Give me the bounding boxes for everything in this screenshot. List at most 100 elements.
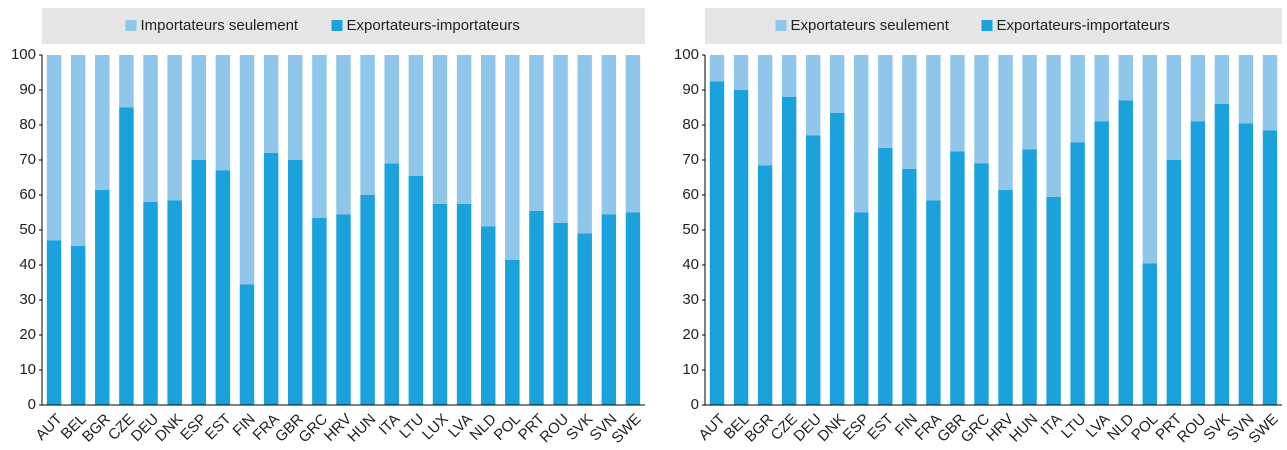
bar-segment xyxy=(902,168,917,405)
bar-segment xyxy=(1214,104,1230,405)
bar-segment xyxy=(805,135,821,405)
y-tick-label: 60 xyxy=(19,186,36,203)
bar-segment xyxy=(191,160,207,405)
legend-swatch xyxy=(331,20,343,31)
bar-segment xyxy=(830,112,845,405)
bar-segment xyxy=(529,210,544,405)
bar-segment xyxy=(733,55,749,90)
x-tick-label: HUN xyxy=(1006,411,1041,445)
bar-segment xyxy=(601,214,617,405)
bar-segment xyxy=(553,55,568,223)
bar-segment xyxy=(950,55,965,152)
bar-segment xyxy=(360,55,375,195)
y-tick-label: 0 xyxy=(691,396,699,413)
bar-segment xyxy=(239,284,255,405)
bar-segment xyxy=(143,55,158,202)
bar-segment xyxy=(926,200,941,405)
bar-segment xyxy=(830,55,845,113)
bar-segment xyxy=(709,81,725,405)
bar-segment xyxy=(119,55,134,108)
bar-segment xyxy=(360,195,375,405)
bar-segment xyxy=(781,55,797,97)
bar-segment xyxy=(336,214,351,405)
bar-segment xyxy=(480,55,496,227)
bar-segment xyxy=(288,160,303,405)
bar-segment xyxy=(263,153,279,405)
bar-segment xyxy=(384,55,399,164)
bar-segment xyxy=(215,170,231,405)
bar-segment xyxy=(480,226,496,405)
bar-segment xyxy=(70,55,86,246)
bar-segment xyxy=(1046,55,1061,197)
bar-segment xyxy=(432,203,448,405)
bar-segment xyxy=(408,55,424,176)
bar-segment xyxy=(1214,55,1230,104)
bar-segment xyxy=(902,55,917,169)
bar-segment xyxy=(456,55,472,204)
bar-segment xyxy=(1166,160,1182,405)
bar-segment xyxy=(215,55,231,171)
bar-segment xyxy=(408,175,424,405)
y-tick-label: 100 xyxy=(674,46,699,63)
legend-swatch xyxy=(775,20,787,31)
y-tick-label: 50 xyxy=(19,221,36,238)
legend-label: Exportateurs-importateurs xyxy=(347,17,520,34)
bar-segment xyxy=(1118,55,1133,101)
x-tick-label: HUN xyxy=(344,411,379,445)
bar-segment xyxy=(456,203,472,405)
bar-segment xyxy=(1070,55,1085,143)
bar-segment xyxy=(733,90,749,405)
bar-segment xyxy=(1094,55,1109,122)
bar-segment xyxy=(1022,55,1037,150)
bar-segment xyxy=(1238,55,1254,124)
bar-segment xyxy=(1262,55,1278,131)
bar-segment xyxy=(167,200,182,405)
legend-label: Exportateurs seulement xyxy=(791,17,950,34)
y-tick-label: 80 xyxy=(19,116,36,133)
bar-segment xyxy=(288,55,303,160)
bar-segment xyxy=(854,55,869,213)
legend-box xyxy=(42,8,645,44)
y-tick-label: 30 xyxy=(19,291,36,308)
bar-segment xyxy=(336,55,351,215)
bar-segment xyxy=(384,163,399,405)
bar-segment xyxy=(757,55,773,166)
bar-segment xyxy=(505,55,520,260)
y-tick-label: 60 xyxy=(682,186,699,203)
bar-segment xyxy=(709,55,725,82)
bar-segment xyxy=(625,55,641,213)
y-tick-label: 50 xyxy=(682,221,699,238)
bar-segment xyxy=(1142,263,1157,405)
bar-segment xyxy=(781,97,797,405)
bar-segment xyxy=(878,147,893,405)
bar-segment xyxy=(95,189,110,405)
bar-segment xyxy=(46,55,62,241)
legend-swatch xyxy=(981,20,993,31)
bar-segment xyxy=(1022,149,1037,405)
y-tick-label: 90 xyxy=(19,81,36,98)
bar-segment xyxy=(143,202,158,405)
y-tick-label: 10 xyxy=(682,361,699,378)
bar-segment xyxy=(1046,196,1061,405)
y-tick-label: 70 xyxy=(682,151,699,168)
bar-segment xyxy=(1190,55,1206,122)
y-tick-label: 30 xyxy=(682,291,699,308)
bar-segment xyxy=(577,55,592,234)
legend-swatch xyxy=(125,20,137,31)
bar-segment xyxy=(239,55,255,285)
bar-segment xyxy=(191,55,207,160)
y-tick-label: 80 xyxy=(682,116,699,133)
bar-segment xyxy=(1238,123,1254,405)
bar-segment xyxy=(577,233,592,405)
bar-segment xyxy=(263,55,279,153)
bar-segment xyxy=(625,212,641,405)
bar-segment xyxy=(1190,121,1206,405)
bar-segment xyxy=(878,55,893,148)
bar-segment xyxy=(432,55,448,204)
bar-segment xyxy=(1070,142,1085,405)
legend-label: Exportateurs-importateurs xyxy=(997,17,1170,34)
bar-segment xyxy=(757,165,773,405)
bar-segment xyxy=(805,55,821,136)
y-tick-label: 100 xyxy=(11,46,36,63)
